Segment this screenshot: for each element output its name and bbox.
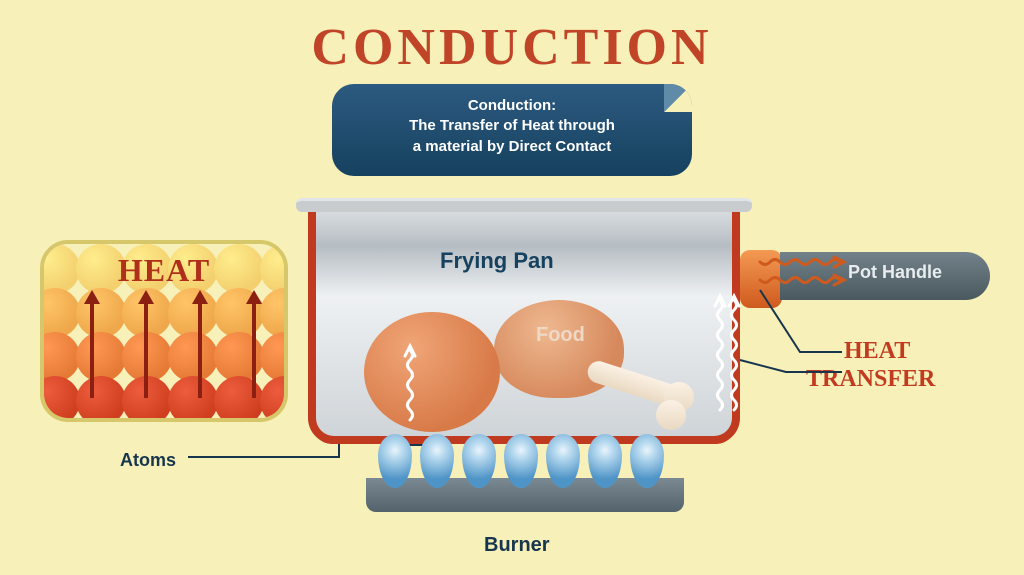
infographic-stage: { "type": "infographic", "canvas": { "wi… [0, 0, 1024, 575]
heat-transfer-leaders [0, 0, 1024, 575]
